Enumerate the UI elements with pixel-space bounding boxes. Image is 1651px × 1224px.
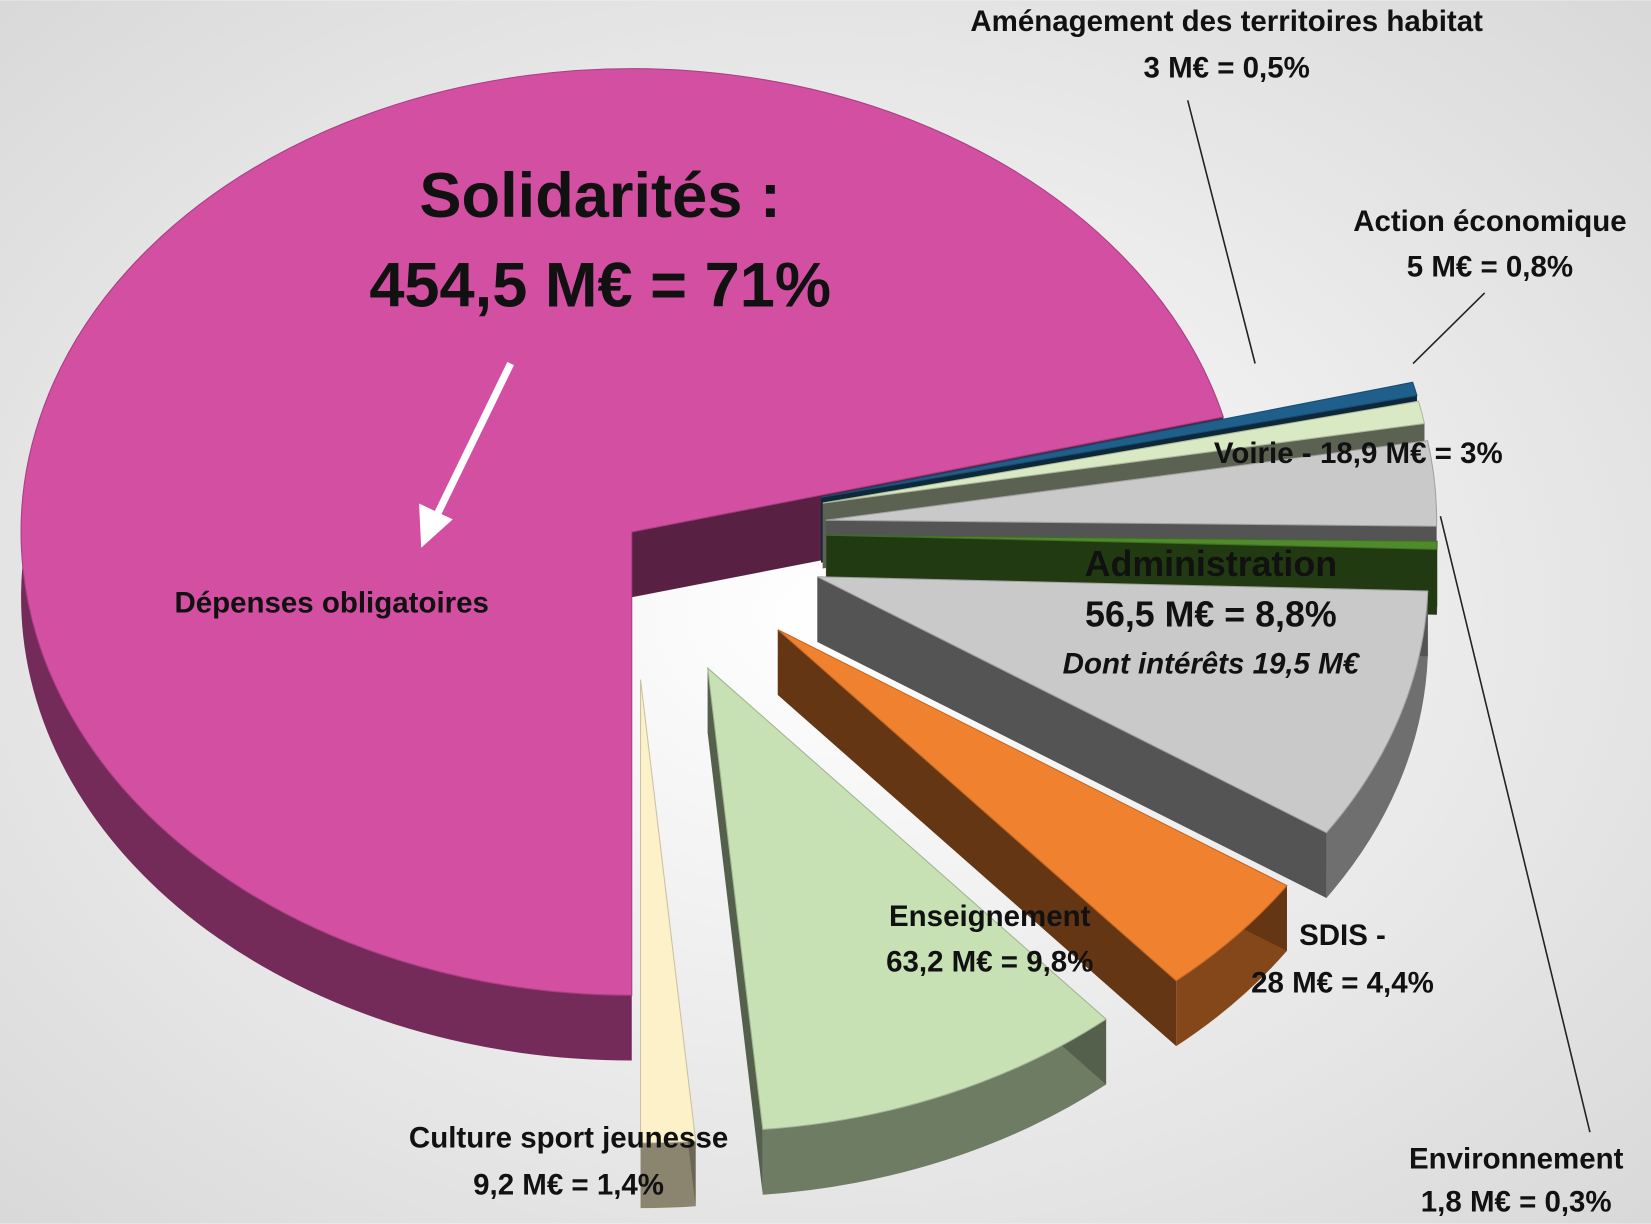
annotation: Dépenses obligatoires xyxy=(174,586,488,619)
value-label: 454,5 M€ = 71% xyxy=(369,250,831,320)
slice-side xyxy=(762,1019,1107,1195)
slice xyxy=(825,440,1438,527)
labels: Solidarités : 454,5 M€ = 71% Aménagement d… xyxy=(174,5,1626,1218)
leader-line xyxy=(1439,515,1591,1133)
leader-line xyxy=(1412,292,1486,365)
value-label: 28 M€ = 4,4% xyxy=(1251,967,1434,1000)
value-label: 56,5 M€ = 8,8% xyxy=(1085,595,1337,635)
slice-label: Voirie -18,9 M€ = 3% xyxy=(1214,437,1503,470)
value-label: 5 M€ = 0,8% xyxy=(1407,251,1573,284)
category-label: Action économique xyxy=(1353,205,1626,238)
slice xyxy=(777,629,1288,982)
annotation: Dont intérêts 19,5 M€ xyxy=(1063,647,1361,680)
slice xyxy=(20,68,1225,996)
slice-wall xyxy=(707,668,763,1195)
category-label: Solidarités : xyxy=(419,161,780,231)
category-label: Enseignement xyxy=(889,900,1091,933)
category-label: Culture sport jeunesse xyxy=(409,1121,728,1154)
category-label: Environnement xyxy=(1409,1142,1624,1175)
leader-lines xyxy=(1186,100,1591,1133)
slice xyxy=(817,576,1429,834)
value-label: 1,8 M€ = 0,3% xyxy=(1421,1186,1612,1219)
slice-wall xyxy=(777,629,1177,1047)
value-label: 63,2 M€ = 9,8% xyxy=(886,945,1093,978)
category-label: Administration xyxy=(1085,544,1337,584)
arrow xyxy=(419,361,514,548)
category-label: Voirie - xyxy=(1214,437,1312,470)
slice-side xyxy=(1326,590,1428,898)
slice xyxy=(707,666,1107,1131)
slice xyxy=(826,534,1438,550)
category-label: Aménagement des territoires habitat xyxy=(970,5,1483,38)
leader-line xyxy=(1186,100,1256,364)
value-label: 3 M€ = 0,5% xyxy=(1144,52,1310,85)
slice xyxy=(640,679,697,1144)
value-label: 9,2 M€ = 1,4% xyxy=(473,1169,664,1202)
arrow-shaft xyxy=(430,361,514,524)
slices xyxy=(20,68,1438,1144)
slice xyxy=(822,400,1426,504)
value-label: 18,9 M€ = 3% xyxy=(1320,437,1503,470)
slice xyxy=(821,381,1418,498)
arrow-head xyxy=(419,503,453,548)
slice-wall xyxy=(817,576,1327,898)
slice-side xyxy=(640,1141,696,1209)
category-label: SDIS - xyxy=(1299,919,1386,952)
